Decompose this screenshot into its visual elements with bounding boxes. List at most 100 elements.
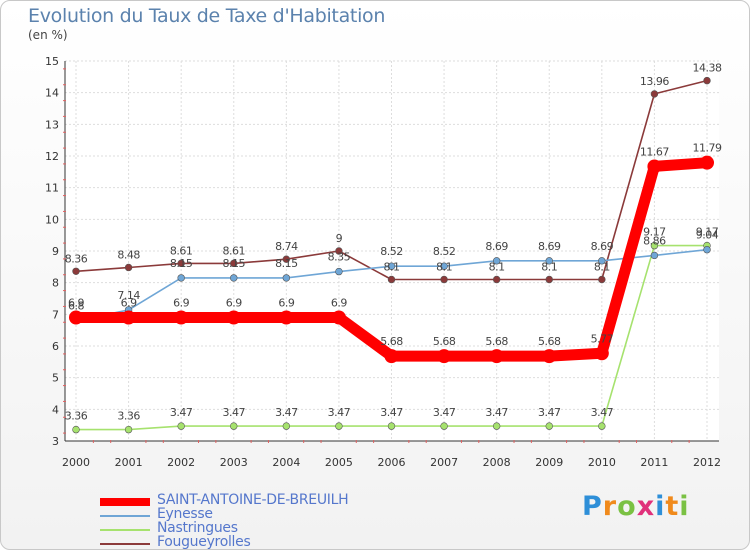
data-label: 8.48 [117,248,140,261]
legend-label: Fougueyrolles [157,534,251,550]
data-label: 8.15 [275,257,298,270]
data-point [279,310,294,325]
logo-letter: P [582,491,603,522]
data-label: 8.61 [170,244,193,257]
y-tick-label: 10 [45,213,59,226]
unit-label: (en %) [28,28,68,42]
data-point [545,275,553,284]
data-point [124,425,133,434]
data-label: 3.47 [223,406,246,419]
data-point [69,310,83,325]
data-label: 9 [336,232,343,245]
y-tick-label: 14 [45,87,59,100]
y-tick-label: 9 [52,245,59,258]
x-tick-label: 2009 [535,456,563,469]
data-point [124,263,133,272]
data-point [703,76,711,85]
data-label: 6.9 [278,297,294,310]
data-label: 11.67 [640,145,669,158]
x-tick-label: 2007 [430,456,458,469]
data-point [387,262,396,270]
legend-label: SAINT-ANTOINE-DE-BREUILH [157,492,349,508]
data-label: 3.36 [117,410,140,423]
data-point [335,247,343,255]
data-point [440,422,448,430]
data-label: 3.47 [170,406,193,419]
data-label: 8.15 [223,257,246,270]
legend-swatch [100,543,150,545]
data-point [492,275,501,284]
data-point [121,310,136,325]
data-point [542,349,557,364]
data-label: 9.17 [643,226,666,239]
data-label: 6.9 [331,297,347,310]
data-point [598,422,606,430]
logo-letter: i [655,491,666,522]
data-point [700,155,714,170]
legend-label: Eynesse [157,506,213,522]
data-point [489,349,504,364]
data-label: 8.69 [538,240,561,253]
chart-title: Evolution du Taux de Taxe d'Habitation [28,5,386,27]
legend-swatch [100,498,150,506]
data-label: 6.9 [226,297,242,310]
y-tick-label: 8 [52,277,59,290]
data-label: 5.77 [591,332,614,345]
data-label: 8.1 [489,261,505,274]
data-label: 6.9 [173,297,189,310]
data-label: 8.36 [65,252,88,265]
data-point [174,310,189,325]
data-label: 9.17 [696,226,719,239]
data-point [72,267,80,275]
data-label: 6.9 [121,297,137,310]
data-label: 3.47 [328,406,351,419]
data-point [384,349,399,364]
data-point [650,241,659,250]
data-point [230,259,238,268]
legend-swatch [100,529,150,531]
data-label: 8.69 [591,240,614,253]
y-tick-label: 15 [45,55,59,68]
x-tick-label: 2004 [272,456,300,469]
x-tick-label: 2010 [588,456,616,469]
data-point [226,310,241,325]
data-label: 3.47 [538,406,561,419]
data-point [230,274,238,282]
data-label: 8.74 [275,240,298,253]
legend-label: Nastringues [157,520,238,536]
data-label: 8.15 [170,257,193,270]
data-label: 14.38 [693,62,722,75]
data-label: 3.47 [485,406,508,419]
data-point [545,422,553,430]
logo-letter: x [636,491,656,522]
data-label: 8.1 [384,261,400,274]
data-point [650,90,659,98]
data-point [647,159,662,174]
data-label: 5.68 [538,335,561,348]
data-label: 5.68 [433,335,456,348]
data-point [282,274,291,282]
data-point [703,246,711,254]
data-point [437,349,452,364]
data-label: 11.79 [693,142,722,155]
y-tick-label: 12 [45,150,59,163]
data-point [335,422,343,430]
x-tick-label: 2002 [167,456,195,469]
data-point [230,422,238,430]
data-label: 6.9 [68,297,84,310]
data-point [387,275,396,284]
data-label: 8.35 [328,251,351,264]
data-point [545,257,553,265]
y-tick-label: 3 [52,435,59,448]
data-point [650,251,659,260]
proxiti-logo: Proxiti [582,491,690,522]
y-tick-label: 13 [45,118,59,131]
x-tick-label: 2005 [325,456,353,469]
data-label: 13.96 [640,75,669,88]
data-point [440,275,448,284]
data-label: 3.47 [275,406,298,419]
x-tick-label: 2000 [62,456,90,469]
y-tick-label: 11 [45,182,59,195]
x-tick-label: 2012 [693,456,721,469]
